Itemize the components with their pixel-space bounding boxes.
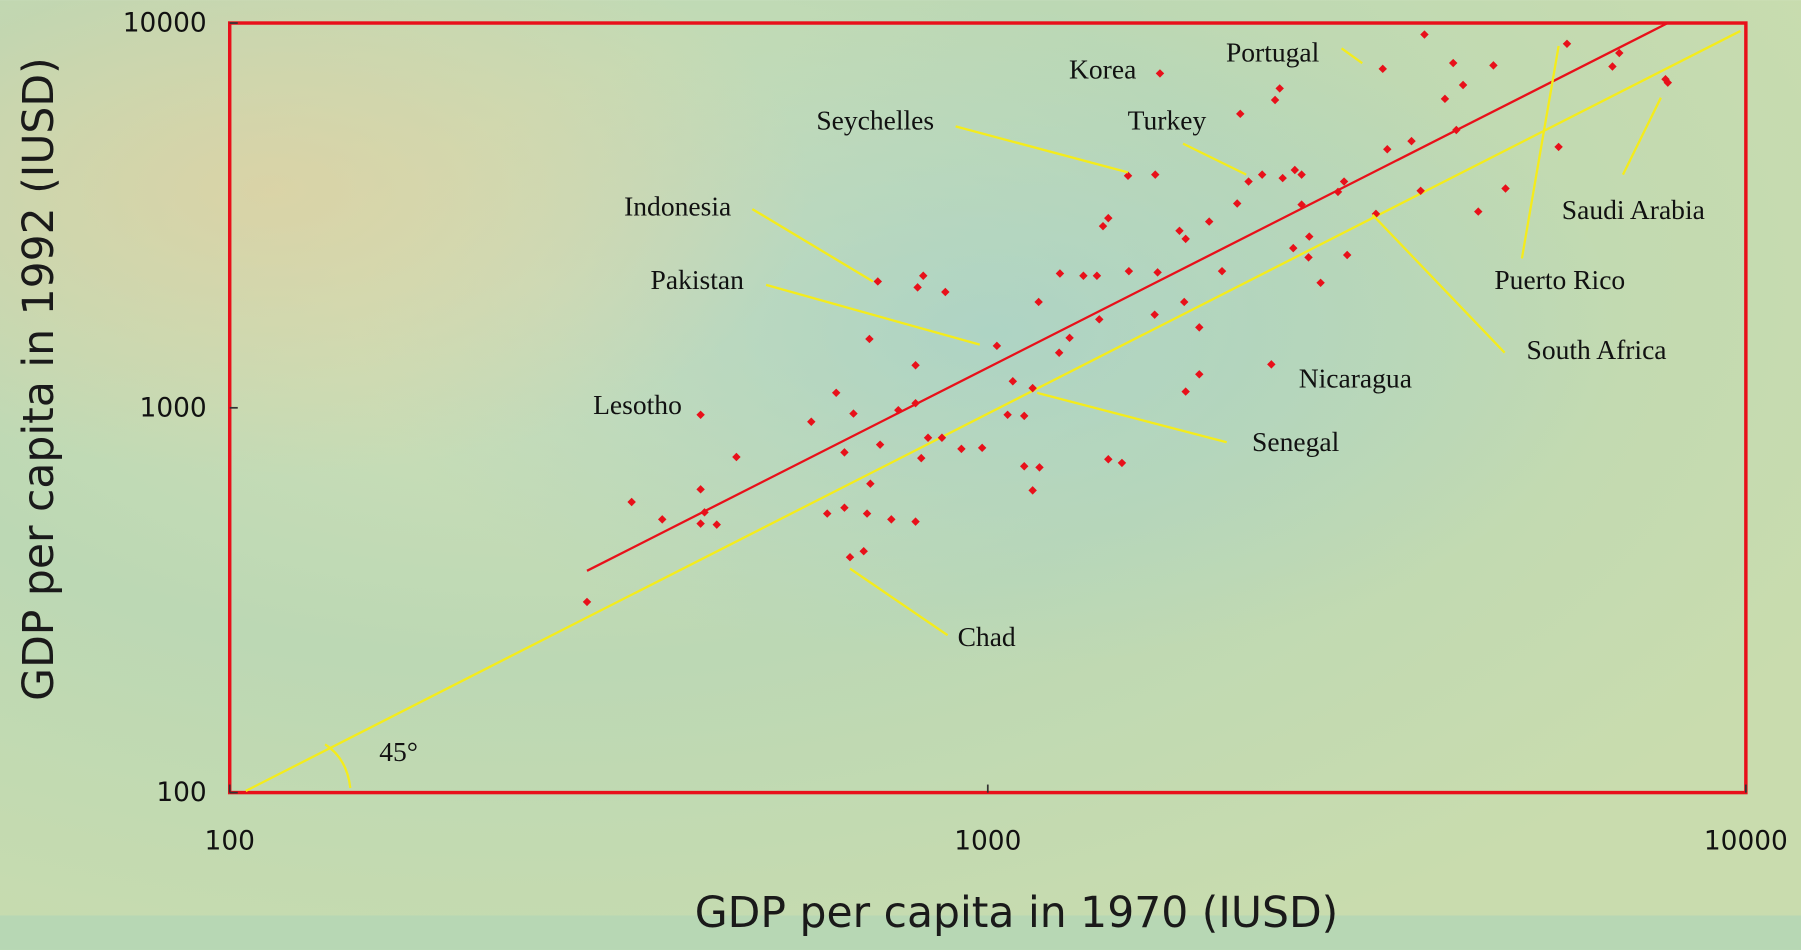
x-axis-label: GDP per capita in 1970 (IUSD) [695,889,1339,938]
data-point [957,444,966,454]
data-point [859,546,868,556]
data-point [911,398,920,408]
data-point [1278,173,1287,183]
data-point [866,479,875,488]
data-point [840,448,849,457]
annotation: Portugal [1226,37,1320,68]
data-point [831,388,841,398]
annotation: Pakistan [651,264,745,295]
y-tick-label: 10000 [123,8,207,39]
leader-line [1340,47,1363,65]
x-tick-label: 100 [205,825,255,856]
leader-line [955,125,1129,174]
data-point [1195,323,1204,332]
annotation: Senegal [1252,426,1340,457]
data-point [1028,383,1037,393]
data-point [992,341,1002,351]
fit-line [245,30,1741,792]
annotation: Saudi Arabia [1562,194,1705,225]
annotation: Chad [958,621,1016,652]
leader-line [1036,391,1227,444]
data-point [1117,458,1127,468]
x-tick-label: 10000 [1704,825,1788,856]
data-point [917,453,926,463]
data-point [1236,109,1245,119]
data-point [807,417,816,426]
data-point [845,552,855,562]
annotation: Nicaragua [1299,363,1412,394]
annotation: Seychelles [816,104,934,135]
annotation: Korea [1069,54,1136,85]
data-point [1054,348,1064,358]
data-point [1181,234,1190,244]
data-point [696,485,705,494]
leader-line [751,208,874,283]
data-point [696,519,705,528]
data-point [1267,360,1276,369]
data-point [582,597,592,607]
data-point [840,503,849,512]
data-point [712,520,721,529]
y-axis-label: GDP per capita in 1992 (IUSD) [15,57,64,701]
fit-line [586,22,1669,572]
leader-line [765,283,981,346]
footer-band [0,915,1801,950]
data-point [1123,171,1133,180]
data-point [1181,387,1190,396]
data-point [1175,226,1184,236]
data-point [1289,243,1298,253]
leader-line [1520,45,1560,259]
data-point [1195,370,1204,379]
data-point [732,452,741,462]
data-point [1095,315,1104,324]
data-point [627,497,636,507]
data-point [875,440,885,449]
data-point [1055,269,1065,278]
data-point [1151,170,1160,179]
annotation: Indonesia [624,190,731,221]
annotation: South Africa [1527,334,1667,365]
data-point [696,410,705,420]
annotation: Lesotho [593,389,682,420]
y-tick-label: 100 [156,777,206,808]
data-point [658,515,667,524]
data-point [862,509,872,518]
leader-line [1371,214,1506,354]
plot: 100 1000 10000 100 1000 10000 Korea Portugal Sey… [123,8,1788,857]
annotation: Turkey [1128,104,1207,135]
data-point [911,361,920,370]
annotation: Puerto Rico [1494,264,1625,295]
leader-line [1621,97,1662,176]
data-point [1003,410,1012,420]
data-point [937,433,947,442]
data-point [941,287,950,297]
annotation: 45° [379,736,418,767]
data-point [977,443,987,453]
data-point [1098,221,1108,231]
x-tick-label: 1000 [954,825,1021,856]
leader-line [849,567,949,637]
data-point [1316,278,1325,288]
leader-line [1182,142,1247,176]
y-tick-label: 1000 [140,392,207,423]
data-point [700,508,709,517]
data-point [873,277,883,286]
data-point [911,517,920,526]
angle-arc [324,743,352,789]
data-point [822,509,832,518]
